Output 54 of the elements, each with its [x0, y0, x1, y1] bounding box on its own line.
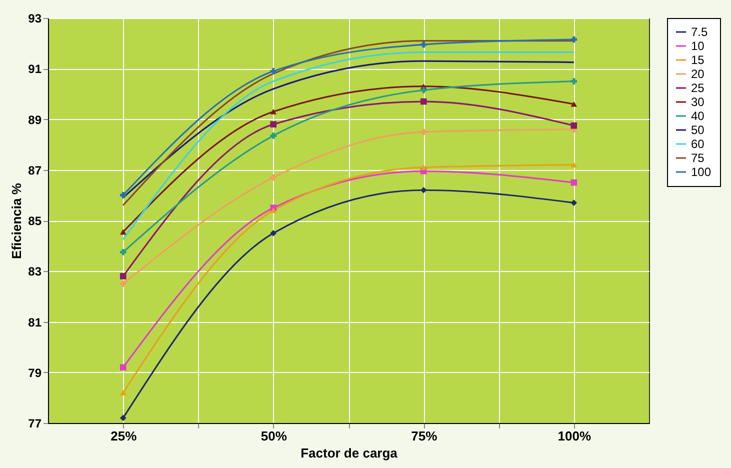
x-tick-label: 50%: [260, 428, 288, 444]
point: [270, 68, 277, 74]
y-tick-label: 85: [28, 214, 42, 228]
point: [420, 186, 427, 194]
point: [120, 414, 126, 422]
point: [570, 36, 578, 43]
point: [420, 86, 427, 94]
legend-label: 40: [691, 109, 705, 123]
point: [570, 179, 578, 186]
legend-label: 20: [691, 67, 705, 81]
point: [420, 164, 427, 170]
legend-label: 15: [691, 53, 705, 67]
point: [270, 132, 277, 139]
y-tick-label: 91: [28, 62, 42, 76]
point: [570, 122, 578, 129]
y-axis-title: Eficiencia %: [9, 182, 24, 259]
x-tick-label: 25%: [110, 428, 138, 444]
point: [120, 364, 126, 370]
point: [270, 230, 277, 236]
y-tick-label: 83: [28, 264, 42, 279]
legend-label: 30: [691, 95, 705, 109]
point: [570, 101, 578, 107]
legend-label: 100: [691, 165, 712, 179]
point: [120, 248, 126, 256]
point: [270, 121, 277, 128]
y-tick-label: 79: [28, 366, 42, 380]
point: [120, 280, 126, 287]
point: [420, 41, 427, 48]
legend-label: 75: [691, 151, 705, 165]
x-tick-label: 75%: [411, 428, 438, 444]
point: [420, 98, 427, 105]
legend-label: 60: [691, 137, 705, 151]
legend-label: 7.5: [691, 25, 708, 39]
y-tick-label: 87: [28, 163, 42, 178]
point: [420, 128, 427, 136]
legend-label: 10: [691, 39, 705, 53]
point: [120, 390, 126, 396]
y-tick-label: 77: [28, 416, 42, 430]
x-tick-label: 100%: [558, 428, 592, 444]
legend-label: 50: [691, 123, 705, 137]
point: [270, 108, 277, 114]
point: [570, 78, 578, 84]
y-tick-label: 93: [28, 12, 42, 26]
point: [570, 200, 578, 206]
y-tick-label: 81: [28, 315, 42, 330]
point: [120, 192, 126, 198]
point: [120, 273, 126, 280]
point: [120, 229, 126, 235]
point: [270, 174, 277, 181]
point: [270, 208, 277, 214]
point: [570, 162, 578, 168]
legend-label: 25: [691, 81, 705, 95]
x-axis-title: Factor de carga: [300, 446, 398, 460]
y-tick-label: 89: [28, 112, 42, 127]
